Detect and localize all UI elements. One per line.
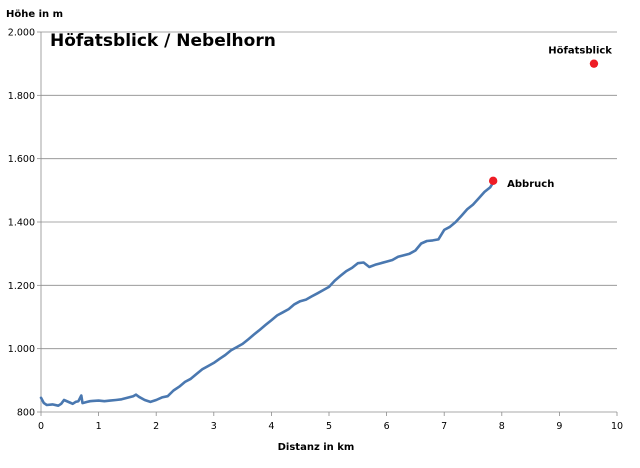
x-tick-label: 8 (499, 421, 505, 432)
y-tick-label: 1.800 (8, 91, 35, 102)
x-tick-label: 3 (211, 421, 217, 432)
point-label-0: Abbruch (507, 179, 554, 190)
y-tick-label: 800 (17, 408, 35, 419)
x-tick-label: 9 (556, 421, 562, 432)
point-label-1: Höfatsblick (548, 46, 612, 57)
point-marker-0 (488, 176, 498, 186)
x-tick-label: 10 (611, 421, 623, 432)
y-tick-label: 1.200 (8, 281, 35, 292)
x-tick-label: 1 (96, 421, 102, 432)
y-tick-label: 1.000 (8, 344, 35, 355)
x-tick-label: 2 (153, 421, 159, 432)
elevation-series-line (39, 181, 495, 408)
y-tick-label: 1.400 (8, 218, 35, 229)
point-markers: Abbruch Höfatsblick (488, 46, 612, 190)
x-tick-label: 4 (268, 421, 274, 432)
x-tick-label: 5 (326, 421, 332, 432)
y-tick-label: 1.600 (8, 154, 35, 165)
tick-labels: 800 1.000 1.200 1.400 1.600 1.800 2.000 0 1 2 3 4 5 6… (8, 28, 623, 433)
y-axis-title: Höhe in m (6, 9, 63, 20)
x-tick-label: 7 (441, 421, 447, 432)
y-tick-label: 2.000 (8, 28, 35, 39)
chart-title: Höfatsblick / Nebelhorn (50, 31, 276, 51)
point-marker-1 (589, 59, 599, 68)
x-tick-label: 6 (384, 421, 390, 432)
series-layer (39, 181, 495, 408)
axes (37, 31, 618, 416)
x-axis-title: Distanz in km (278, 442, 355, 453)
x-tick-label: 0 (38, 421, 44, 432)
gridlines (41, 31, 617, 350)
